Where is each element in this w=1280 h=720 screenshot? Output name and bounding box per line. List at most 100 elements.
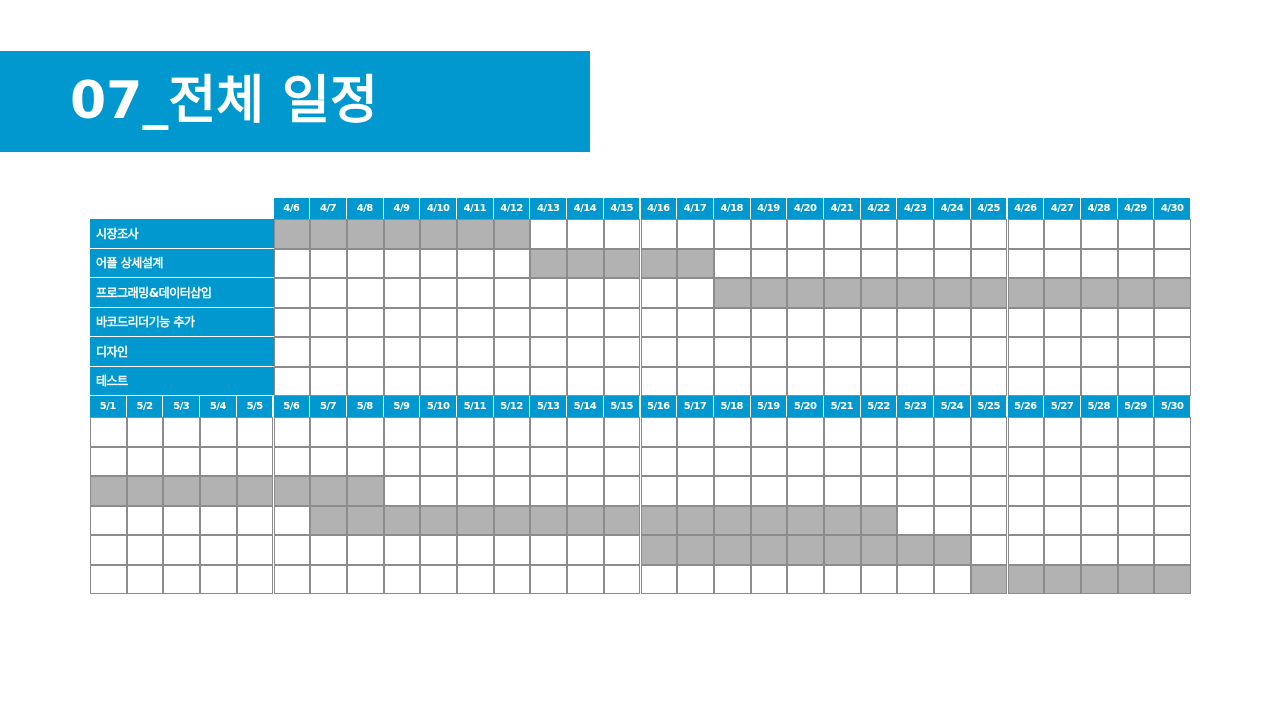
schedule-cell [273,446,311,476]
schedule-bar-cell [1080,564,1118,594]
schedule-bar-cell [383,505,421,535]
date-header-april: 4/14 [567,198,604,219]
schedule-cell [897,219,935,249]
schedule-cell [897,366,935,396]
date-header-may: 5/25 [970,396,1008,417]
date-header-april: 4/26 [1007,198,1045,219]
schedule-bar-cell [713,278,751,308]
schedule-bar-cell [897,278,935,308]
schedule-cell [346,446,384,476]
schedule-cell [163,535,201,565]
schedule-cell [713,446,751,476]
schedule-cell [383,476,421,506]
schedule-bar-cell [750,505,788,535]
schedule-cell [457,476,494,506]
schedule-cell [567,446,604,476]
schedule-cell [1080,366,1118,396]
date-header-may: 5/11 [457,396,494,417]
schedule-bar-cell [310,476,347,506]
date-header-may: 5/30 [1154,396,1191,417]
schedule-bar-cell [493,219,531,249]
schedule-cell [567,219,604,249]
date-header-april: 4/20 [787,198,824,219]
date-header-april: 4/25 [970,198,1008,219]
schedule-cell [713,307,751,337]
schedule-cell [603,366,641,396]
date-header-april: 4/18 [713,198,751,219]
date-header-may: 5/21 [824,396,861,417]
schedule-bar-cell [567,248,604,278]
schedule-cell [934,248,971,278]
schedule-cell [200,535,237,565]
schedule-cell [383,307,421,337]
schedule-cell [1080,535,1118,565]
schedule-cell [567,564,604,594]
date-header-april: 4/9 [383,198,421,219]
schedule-cell [567,366,604,396]
schedule-cell [346,417,384,447]
schedule-cell [970,307,1008,337]
schedule-cell [236,417,274,447]
schedule-cell [1117,307,1155,337]
schedule-bar-cell [530,505,568,535]
schedule-cell [860,417,898,447]
schedule-cell [824,307,861,337]
schedule-cell [860,564,898,594]
schedule-cell [713,564,751,594]
schedule-bar-cell [897,535,935,565]
schedule-cell [90,505,127,535]
schedule-cell [126,446,164,476]
date-header-may: 5/9 [383,396,421,417]
schedule-cell [1154,417,1191,447]
date-header-may: 5/18 [713,396,751,417]
schedule-cell [457,337,494,367]
schedule-cell [273,278,311,308]
schedule-cell [640,564,678,594]
schedule-cell [1044,417,1081,447]
schedule-bar-cell [420,219,457,249]
schedule-cell [383,446,421,476]
schedule-bar-cell [934,535,971,565]
schedule-cell [787,248,824,278]
schedule-cell [90,417,127,447]
task-label: 시장조사 [90,219,274,249]
schedule-cell [603,337,641,367]
date-header-april: 4/8 [346,198,384,219]
schedule-cell [310,564,347,594]
schedule-cell [236,535,274,565]
schedule-bar-cell [640,505,678,535]
schedule-cell [493,278,531,308]
schedule-cell [713,337,751,367]
schedule-cell [236,564,274,594]
schedule-cell [90,446,127,476]
schedule-bar-cell [824,278,861,308]
schedule-cell [1117,248,1155,278]
schedule-cell [860,337,898,367]
schedule-cell [273,248,311,278]
schedule-cell [90,564,127,594]
schedule-cell [750,307,788,337]
schedule-cell [1044,535,1081,565]
schedule-cell [530,535,568,565]
schedule-cell [677,219,714,249]
schedule-cell [1007,219,1045,249]
schedule-cell [567,278,604,308]
schedule-cell [640,307,678,337]
date-header-may: 5/29 [1117,396,1155,417]
schedule-cell [1154,248,1191,278]
schedule-cell [567,337,604,367]
schedule-bar-cell [713,535,751,565]
schedule-cell [860,307,898,337]
schedule-cell [530,219,568,249]
date-header-april: 4/15 [603,198,641,219]
date-header-april: 4/29 [1117,198,1155,219]
schedule-bar-cell [603,505,641,535]
schedule-cell [824,366,861,396]
schedule-cell [1117,337,1155,367]
schedule-cell [677,337,714,367]
schedule-cell [640,446,678,476]
task-label: 테스트 [90,366,274,396]
schedule-cell [567,417,604,447]
schedule-bar-cell [787,535,824,565]
schedule-cell [1154,366,1191,396]
